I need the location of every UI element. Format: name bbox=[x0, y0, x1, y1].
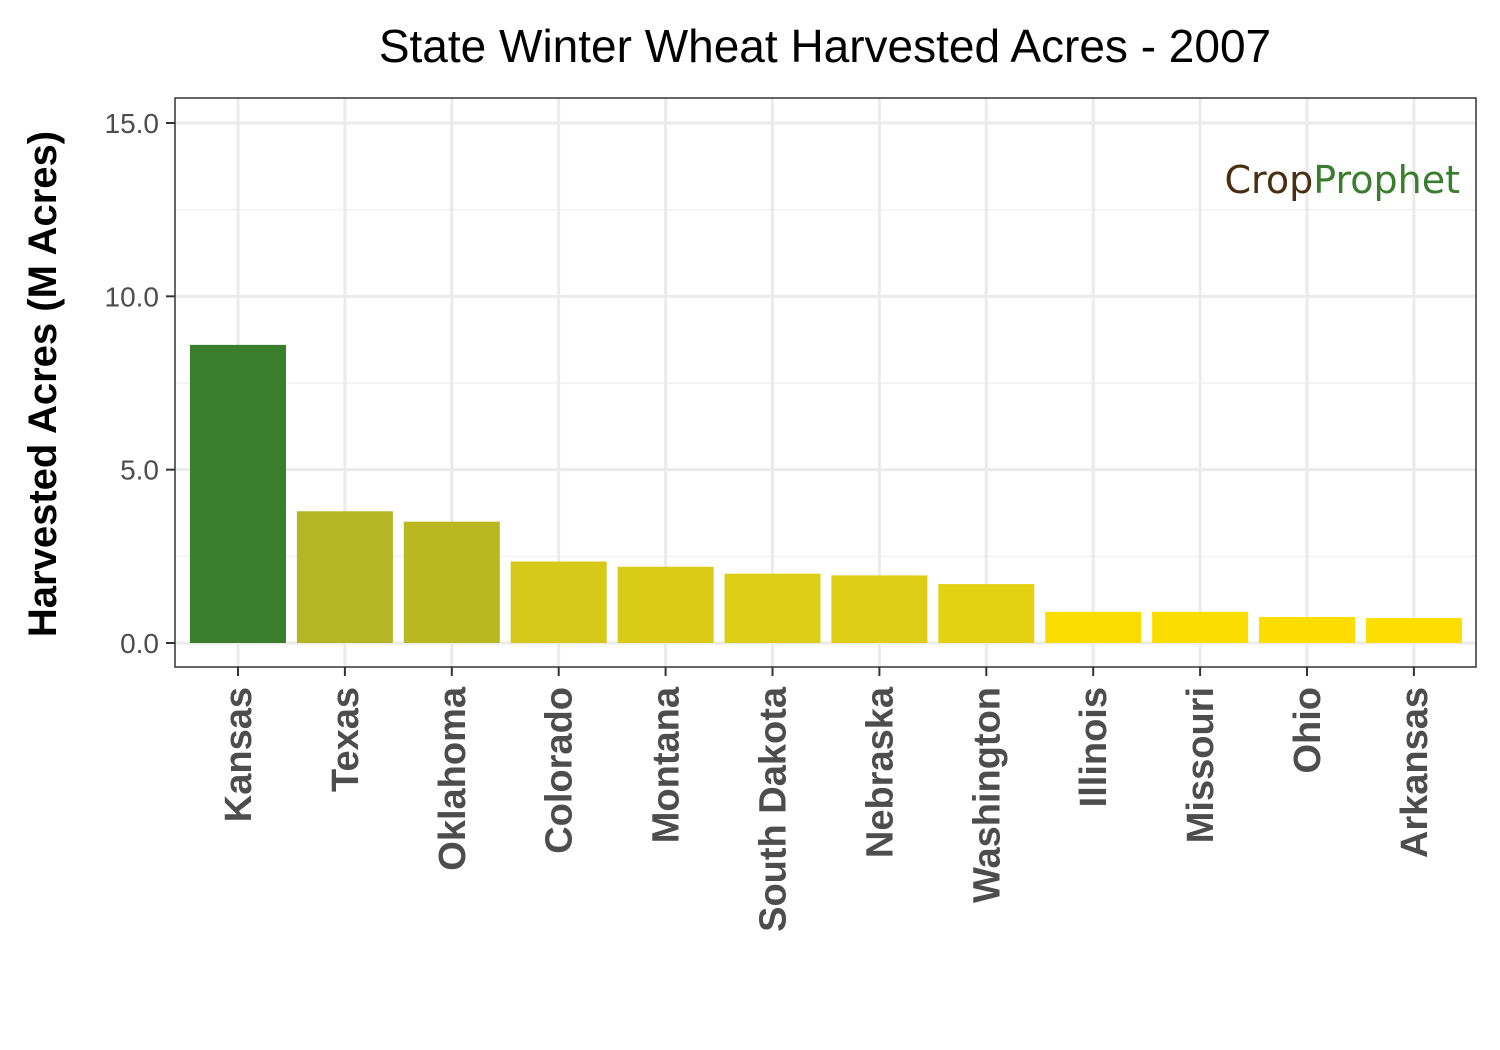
bar-kansas bbox=[190, 344, 286, 643]
plot-panel-border bbox=[174, 97, 1477, 668]
bar-montana bbox=[617, 566, 714, 643]
logo-text-crop: Crop bbox=[1225, 158, 1314, 202]
y-axis-label: Harvested Acres (M Acres) bbox=[21, 131, 65, 637]
bar-nebraska bbox=[831, 575, 928, 643]
y-axis-ticks: 0.0 5.0 10.0 15.0 bbox=[105, 108, 175, 659]
y-tick-label: 10.0 bbox=[105, 281, 160, 312]
bar-oklahoma bbox=[403, 521, 500, 643]
bar-missouri bbox=[1152, 611, 1249, 643]
bar-ohio bbox=[1259, 617, 1355, 643]
x-tick-label: Texas bbox=[325, 687, 367, 792]
x-tick-label: Washington bbox=[966, 687, 1008, 903]
x-tick-label: Ohio bbox=[1287, 687, 1329, 774]
bar-south-dakota bbox=[724, 573, 821, 643]
bars bbox=[190, 344, 1462, 643]
cropprophet-logo: CropProphet bbox=[1225, 158, 1460, 202]
x-tick-label: Colorado bbox=[539, 687, 581, 854]
bar-illinois bbox=[1045, 611, 1142, 643]
svg-text:CropProphet: CropProphet bbox=[1225, 158, 1460, 202]
x-tick-label: Montana bbox=[646, 686, 688, 843]
grid bbox=[175, 98, 1476, 667]
x-axis-ticks: Kansas Texas Oklahoma Colorado Montana South … bbox=[218, 667, 1436, 932]
bar-texas bbox=[296, 511, 393, 643]
x-tick-label: Oklahoma bbox=[432, 686, 474, 871]
logo-text-prophet: Prophet bbox=[1313, 158, 1460, 202]
x-tick-label: Missouri bbox=[1180, 687, 1222, 843]
y-tick-label: 15.0 bbox=[105, 108, 160, 139]
y-tick-label: 5.0 bbox=[120, 455, 159, 486]
x-tick-label: Kansas bbox=[218, 687, 260, 822]
bar-arkansas bbox=[1365, 618, 1462, 643]
x-tick-label: Nebraska bbox=[859, 686, 901, 858]
y-tick-label: 0.0 bbox=[120, 628, 159, 659]
x-tick-label: Arkansas bbox=[1394, 687, 1436, 858]
bar-washington bbox=[938, 584, 1035, 643]
x-tick-label: South Dakota bbox=[753, 686, 795, 932]
bar-colorado bbox=[510, 561, 607, 643]
chart-title: State Winter Wheat Harvested Acres - 200… bbox=[379, 20, 1271, 72]
x-tick-label: Illinois bbox=[1073, 687, 1115, 807]
